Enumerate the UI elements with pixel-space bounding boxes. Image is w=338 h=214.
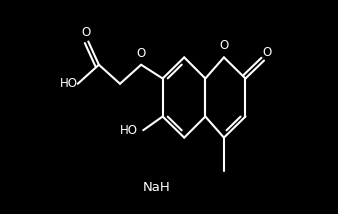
Text: HO: HO bbox=[120, 124, 138, 137]
Text: O: O bbox=[219, 39, 228, 52]
Text: HO: HO bbox=[60, 77, 78, 90]
Text: NaH: NaH bbox=[142, 181, 170, 194]
Text: O: O bbox=[81, 25, 91, 39]
Text: O: O bbox=[137, 47, 146, 60]
Text: O: O bbox=[262, 46, 271, 59]
